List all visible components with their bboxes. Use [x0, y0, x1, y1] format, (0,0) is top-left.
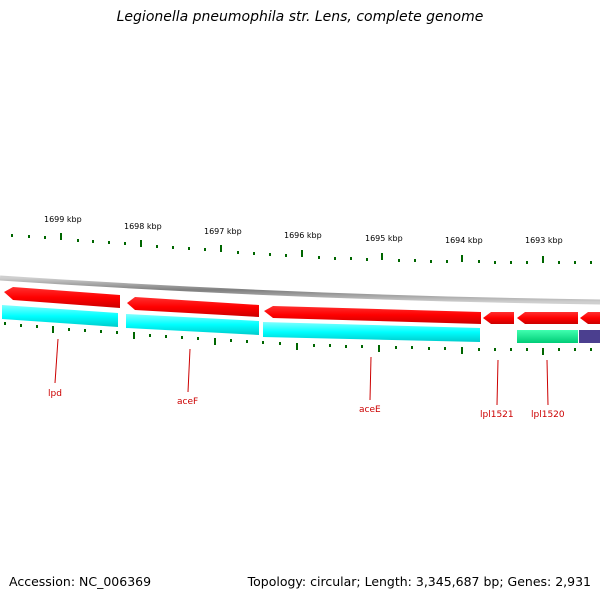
- gene-label-lpl1520[interactable]: lpl1520: [531, 410, 565, 420]
- gene-band-lpl1520: [517, 330, 578, 343]
- cds-lpd: [4, 287, 120, 308]
- gene-band-acef: [126, 314, 259, 335]
- gene-label-acef[interactable]: aceF: [177, 397, 198, 407]
- gene-label-lpl1521[interactable]: lpl1521: [480, 410, 514, 420]
- gene-label-lpd[interactable]: lpd: [48, 389, 62, 399]
- scale-label-1695: 1695 kbp: [365, 234, 403, 243]
- scale-label-1697: 1697 kbp: [204, 227, 242, 236]
- genome-backbone: [0, 275, 600, 305]
- cds-next: [580, 312, 600, 324]
- cds-acef: [127, 297, 259, 317]
- scale-labels: 1699 kbp 1698 kbp 1697 kbp 1696 kbp 1695…: [44, 215, 563, 245]
- accession-text: Accession: NC_006369: [9, 574, 152, 589]
- upper-ticks: [11, 233, 592, 264]
- cds-acee: [264, 306, 481, 324]
- scale-label-1694: 1694 kbp: [445, 236, 483, 245]
- lower-ticks: [4, 322, 592, 355]
- cds-lpl1521: [483, 312, 514, 324]
- cds-lpl1520: [517, 312, 578, 324]
- gene-band-acee: [263, 322, 480, 342]
- gene-labels: lpd aceF aceE lpl1521 lpl1520: [48, 389, 565, 420]
- gene-track: [2, 305, 600, 343]
- other-feature: [579, 330, 600, 343]
- gene-label-acee[interactable]: aceE: [359, 405, 381, 415]
- cds-track: [4, 287, 600, 324]
- gene-leaders: [54, 338, 549, 406]
- gene-band-lpd: [2, 305, 118, 327]
- scale-label-1698: 1698 kbp: [124, 222, 162, 231]
- genome-summary: Topology: circular; Length: 3,345,687 bp…: [247, 574, 591, 589]
- scale-label-1693: 1693 kbp: [525, 236, 563, 245]
- scale-label-1696: 1696 kbp: [284, 231, 322, 240]
- scale-label-1699: 1699 kbp: [44, 215, 82, 224]
- map-title: Legionella pneumophila str. Lens, comple…: [116, 9, 484, 25]
